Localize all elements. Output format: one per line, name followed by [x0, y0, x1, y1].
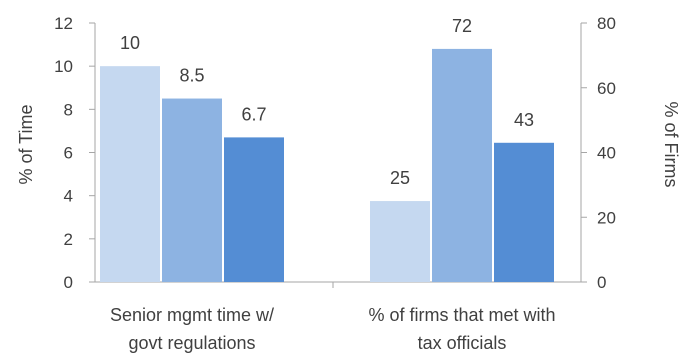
left-tick-label: 8 — [64, 100, 73, 119]
category-label-line: % of firms that met with — [368, 305, 555, 325]
bar — [100, 66, 160, 283]
left-axis-title: % of Time — [16, 104, 36, 184]
bar — [370, 201, 430, 282]
category-label-line: tax officials — [418, 333, 507, 353]
labels: 10 8.5 6.7 Senior mgmt time w/govt regulati… — [110, 16, 556, 353]
axes: 0 2 4 6 8 10 12 0 20 40 60 80 % of Time % of Firms — [16, 14, 681, 292]
right-tick-label: 60 — [597, 79, 616, 98]
left-tick-label: 0 — [64, 273, 73, 292]
data-label: 25 — [390, 168, 410, 188]
category-label: Senior mgmt time w/govt regulations — [110, 305, 274, 353]
category-label-line: Senior mgmt time w/ — [110, 305, 274, 325]
left-tick-label: 12 — [54, 14, 73, 33]
data-label: 6.7 — [241, 104, 266, 124]
left-tick-label: 10 — [54, 57, 73, 76]
left-tick-label: 2 — [64, 230, 73, 249]
bar — [494, 142, 554, 282]
bar — [432, 48, 492, 283]
right-tick-label: 40 — [597, 144, 616, 163]
bar — [224, 137, 284, 282]
data-label: 8.5 — [179, 66, 204, 86]
category-label: % of firms that met with tax officials — [368, 305, 555, 353]
bars — [100, 48, 554, 283]
right-axis-title: % of Firms — [661, 101, 681, 187]
right-tick-label: 80 — [597, 14, 616, 33]
right-tick-label: 20 — [597, 208, 616, 227]
right-tick-label: 0 — [597, 273, 606, 292]
left-tick-label: 4 — [64, 187, 73, 206]
bar — [162, 98, 222, 283]
category-label-line: govt regulations — [128, 333, 255, 353]
data-label: 10 — [120, 33, 140, 53]
data-label: 43 — [514, 110, 534, 130]
left-tick-label: 6 — [64, 144, 73, 163]
data-label: 72 — [452, 16, 472, 36]
